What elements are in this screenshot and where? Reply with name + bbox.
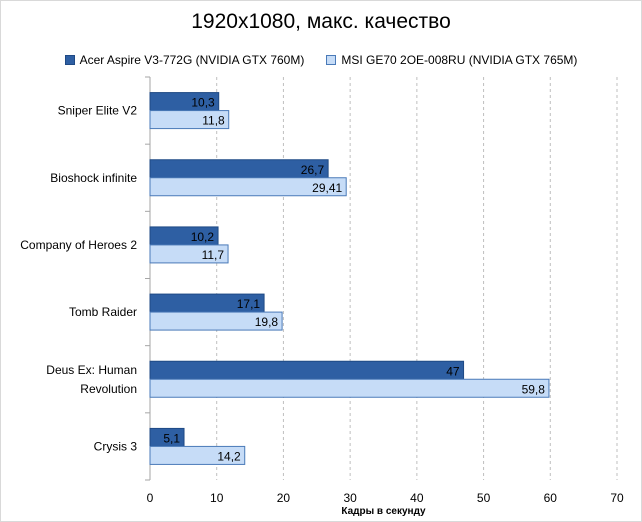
data-label: 29,41 [312, 181, 342, 195]
category-label: Company of Heroes 2 [20, 238, 137, 252]
legend-item-series-2: MSI GE70 2OE-008RU (NVIDIA GTX 765M) [326, 53, 577, 67]
category-label: Sniper Elite V2 [58, 104, 138, 118]
x-tick-label: 30 [343, 491, 357, 505]
bar-msi [149, 244, 229, 264]
legend-label-series-2: MSI GE70 2OE-008RU (NVIDIA GTX 765M) [341, 53, 578, 67]
category-label: Deus Ex: Human [46, 363, 137, 377]
x-tick-label: 60 [544, 491, 558, 505]
data-label: 5,1 [163, 431, 180, 445]
x-tick-label: 40 [410, 491, 424, 505]
legend: Acer Aspire V3-772G (NVIDIA GTX 760M) MS… [0, 53, 642, 67]
data-label: 19,8 [255, 315, 279, 329]
data-label: 59,8 [522, 382, 546, 396]
x-tick-label: 20 [277, 491, 291, 505]
x-tick-label: 0 [147, 491, 154, 505]
bar-msi [149, 445, 246, 465]
data-label: 47 [446, 364, 460, 378]
x-tick-label: 50 [477, 491, 491, 505]
chart-title: 1920x1080, макс. качество [191, 10, 451, 33]
legend-swatch-series-2 [326, 55, 337, 65]
legend-swatch-series-1 [64, 55, 75, 65]
bar-msi [149, 311, 283, 331]
legend-item-series-1: Acer Aspire V3-772G (NVIDIA GTX 760M) [64, 53, 305, 67]
legend-label-series-1: Acer Aspire V3-772G (NVIDIA GTX 760M) [79, 53, 305, 67]
bar-acer [149, 360, 465, 380]
category-label: Tomb Raider [69, 305, 137, 319]
category-label: Crysis 3 [94, 439, 138, 453]
data-label: 10,2 [191, 230, 215, 244]
data-label: 26,7 [301, 163, 325, 177]
data-label: 17,1 [237, 297, 261, 311]
x-axis-label: Кадры в секунду [341, 506, 426, 517]
data-label: 10,3 [191, 96, 215, 110]
data-label: 11,8 [202, 114, 225, 128]
x-tick-label: 70 [610, 491, 624, 505]
bar-msi [149, 177, 347, 197]
category-label: Revolution [80, 382, 137, 396]
bar-msi [149, 378, 550, 398]
x-tick-label: 10 [210, 491, 224, 505]
data-label: 14,2 [217, 449, 241, 463]
data-label: 11,7 [202, 248, 225, 262]
category-label: Bioshock infinite [50, 171, 137, 185]
bar-msi [149, 110, 230, 130]
